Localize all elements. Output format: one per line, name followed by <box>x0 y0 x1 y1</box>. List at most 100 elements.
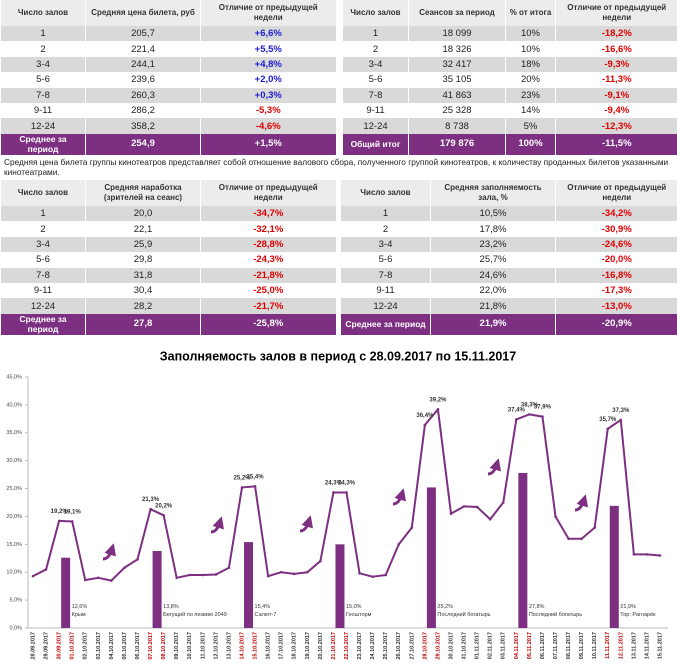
x-tick-label: 15.11.2017 <box>657 632 663 659</box>
footer-cell: +1,5% <box>200 133 336 155</box>
cell: -12,3% <box>555 118 677 134</box>
x-tick-label: 02.11.2017 <box>488 632 494 659</box>
cell: 5% <box>505 118 556 134</box>
cell: 286,2 <box>85 102 201 119</box>
x-tick-label: 10.10.2017 <box>187 632 193 660</box>
point <box>345 491 348 494</box>
cell: -21,8% <box>200 267 336 283</box>
table: Число залов Сеансов за период% от итога От… <box>342 0 677 155</box>
bar <box>61 557 71 628</box>
value-label: 19,2% <box>51 509 69 515</box>
cell: -9,4% <box>555 102 677 119</box>
bar <box>152 551 162 628</box>
cell: -24,3% <box>200 252 336 268</box>
cell: 28,2 <box>85 298 201 314</box>
x-tick-label: 08.10.2017 <box>161 632 167 660</box>
cell: -11,3% <box>555 72 677 88</box>
cell: 3-4 <box>0 236 86 253</box>
footer-cell: Среднее за период <box>340 313 431 335</box>
footer-cell: Среднее за период <box>0 313 86 335</box>
table: Число залов Средняя цена билета, руб Отлич… <box>0 0 336 155</box>
cell: 24,6% <box>430 267 556 283</box>
footer-cell: 100% <box>505 133 556 155</box>
x-tick-label: 13.10.2017 <box>226 632 232 660</box>
table: Число залов Средняя заполняемость зала, %… <box>340 180 677 335</box>
x-tick-label: 13.11.2017 <box>631 632 637 659</box>
x-tick-label: 09.11.2017 <box>579 632 585 659</box>
cell: +2,0% <box>200 72 336 88</box>
x-tick-label: 29.09.2017 <box>44 632 50 660</box>
bar <box>518 472 528 628</box>
y-tick-label: 45,0% <box>6 374 22 380</box>
cell: 12-24 <box>340 298 431 314</box>
point <box>279 570 283 574</box>
point <box>319 559 322 563</box>
column-header: Число залов <box>0 0 86 26</box>
row: 12-24 358,2 -4,6% <box>0 118 336 134</box>
column-header: Число залов <box>340 180 431 206</box>
footer-cell: -11,5% <box>555 133 677 155</box>
x-tick-label: 16.10.2017 <box>266 632 272 660</box>
cell: 10% <box>505 41 556 57</box>
bar-label: 13,8% <box>163 604 179 610</box>
footer-cell: 27,8 <box>85 313 201 335</box>
point <box>175 576 178 580</box>
cell: -24,6% <box>555 236 677 253</box>
film-label: Геошторм <box>346 612 372 618</box>
cell: 7-8 <box>0 267 86 283</box>
cell: 2 <box>340 221 431 237</box>
x-tick-label: 12.10.2017 <box>213 632 219 660</box>
row: 1 18 099 10% -18,2% <box>342 26 677 42</box>
row: 1 10,5% -34,2% <box>340 206 677 222</box>
cell: 2 <box>0 41 86 57</box>
cell: 10% <box>505 26 556 42</box>
x-tick-label: 12.11.2017 <box>618 632 624 659</box>
cell: 29,8 <box>85 252 201 268</box>
point <box>97 576 100 580</box>
x-tick-label: 29.10.2017 <box>435 632 441 660</box>
x-tick-label: 04.11.2017 <box>514 632 520 659</box>
occupancy-table: Число залов Средняя заполняемость зала, %… <box>340 180 677 335</box>
cell: 12-24 <box>0 298 86 314</box>
row: 7-8 31,8 -21,8% <box>0 267 336 283</box>
column-header: Отличие от предыдущей недели <box>200 180 336 206</box>
cell: 30,4 <box>85 282 201 299</box>
y-tick-label: 5,0% <box>9 598 22 604</box>
column-header: Отличие от предыдущей недели <box>555 0 677 26</box>
cell: 20% <box>505 72 556 88</box>
cell: 221,4 <box>85 41 201 57</box>
row: 12-24 28,2 -21,7% <box>0 298 336 314</box>
cell: 41 863 <box>408 87 506 103</box>
point <box>423 423 427 427</box>
point <box>645 553 649 556</box>
arrow <box>574 494 589 512</box>
value-label: 21,3% <box>142 497 160 503</box>
row: 12-24 8 738 5% -12,3% <box>342 118 677 134</box>
x-tick-label: 20.10.2017 <box>318 632 324 660</box>
value-label: 24,3% <box>325 480 343 486</box>
column-header: Отличие от предыдущей недели <box>555 180 677 206</box>
cell: 35 105 <box>408 72 506 88</box>
x-tick-label: 08.11.2017 <box>566 632 572 659</box>
row: 2 22,1 -32,1% <box>0 221 336 237</box>
cell: 10,5% <box>430 206 556 222</box>
cell: -16,8% <box>555 267 677 283</box>
point <box>57 519 61 523</box>
footer-row: Среднее за период 21,9% -20,9% <box>340 313 677 335</box>
cell: 260,3 <box>85 87 201 103</box>
x-tick-label: 05.10.2017 <box>122 632 128 660</box>
cell: 25,7% <box>430 252 556 268</box>
value-label: 37,3% <box>612 408 630 414</box>
point <box>136 558 139 561</box>
point <box>162 514 165 517</box>
cell: 2 <box>0 221 86 237</box>
cell: -18,2% <box>555 26 677 42</box>
cell: 9-11 <box>342 102 409 119</box>
cell: +6,6% <box>200 26 336 42</box>
cell: -17,3% <box>555 282 677 299</box>
cell: 18% <box>505 56 556 73</box>
footer-cell: -20,9% <box>555 313 677 335</box>
point <box>201 573 205 577</box>
cell: -4,6% <box>200 118 336 134</box>
x-tick-label: 21.10.2017 <box>331 632 337 660</box>
